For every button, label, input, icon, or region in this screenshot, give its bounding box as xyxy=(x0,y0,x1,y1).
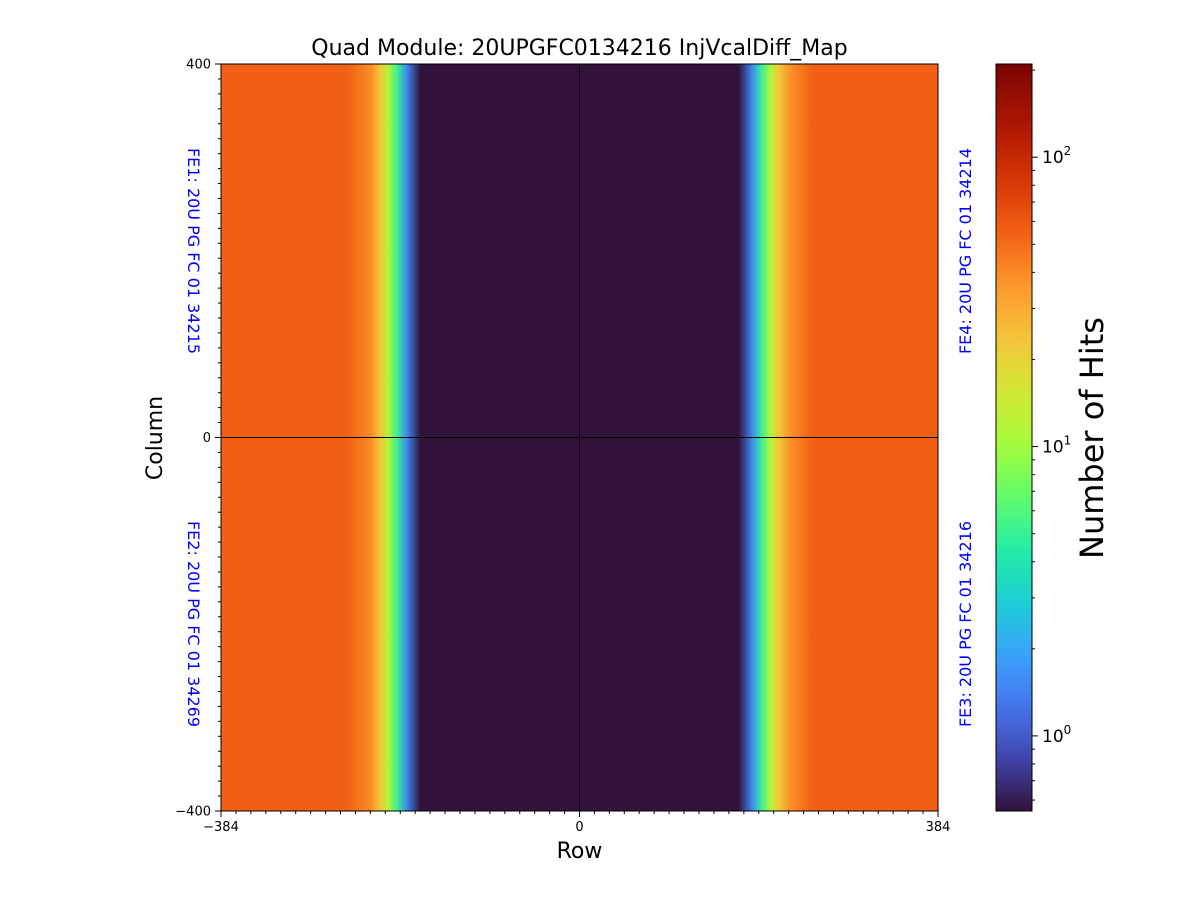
x-tick-label: 0 xyxy=(575,820,583,835)
x-axis-ticks: −384 0 384 xyxy=(203,811,950,835)
chip-label-fe3: FE3: 20U PG FC 01 34216 xyxy=(956,521,975,727)
colorbar-tick-label: 100 xyxy=(1042,723,1071,747)
y-tick-label: 400 xyxy=(186,58,211,73)
chip-label-fe2: FE2: 20U PG FC 01 34269 xyxy=(184,521,203,727)
colorbar-ticks: 100 101 102 xyxy=(1032,69,1071,801)
y-axis-label: Column xyxy=(143,396,168,480)
y-tick-label: −400 xyxy=(175,805,211,820)
colorbar-label: Number of Hits xyxy=(1073,317,1111,559)
y-axis-ticks: 400 0 −400 xyxy=(175,58,221,820)
x-tick-label: −384 xyxy=(203,820,239,835)
colorbar xyxy=(995,63,1033,812)
colorbar-tick-label: 101 xyxy=(1042,434,1071,458)
colorbar-tick-label: 102 xyxy=(1042,144,1071,168)
chip-label-fe1: FE1: 20U PG FC 01 34215 xyxy=(184,148,203,354)
y-tick-label: 0 xyxy=(203,431,211,446)
x-tick-label: 384 xyxy=(926,820,951,835)
chart-title: Quad Module: 20UPGFC0134216 InjVcalDiff_… xyxy=(311,36,847,61)
x-axis-label: Row xyxy=(557,839,603,864)
chip-label-fe4: FE4: 20U PG FC 01 34214 xyxy=(956,148,975,354)
